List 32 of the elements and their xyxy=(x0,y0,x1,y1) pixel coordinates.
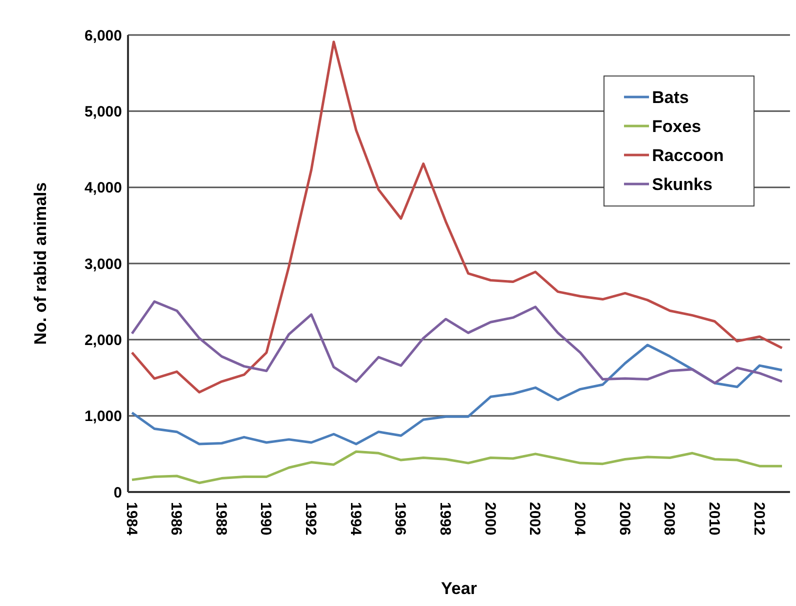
x-tick-label: 1998 xyxy=(436,502,454,536)
y-tick-label: 2,000 xyxy=(84,332,122,349)
y-tick-label: 4,000 xyxy=(84,180,122,197)
legend-label: Skunks xyxy=(652,174,712,194)
x-tick-label: 2006 xyxy=(616,502,633,536)
y-tick-label: 3,000 xyxy=(84,256,122,273)
x-axis-title: Year xyxy=(441,579,478,598)
line-series xyxy=(130,40,784,394)
line-series xyxy=(130,344,784,446)
x-tick-label: 1988 xyxy=(212,502,230,536)
x-tick-label: 1986 xyxy=(168,502,185,536)
line-series xyxy=(130,300,784,384)
x-tick-label: 2000 xyxy=(481,502,498,536)
y-tick-label: 0 xyxy=(114,484,122,502)
y-tick-label: 6,000 xyxy=(84,27,122,44)
x-tick-label: 1994 xyxy=(346,502,364,536)
x-tick-label: 2004 xyxy=(571,502,588,536)
x-tick-label: 2010 xyxy=(706,502,723,536)
legend-label: Raccoon xyxy=(652,146,724,165)
x-tick-label: 2012 xyxy=(750,502,768,536)
x-tick-label: 1984 xyxy=(122,502,140,536)
x-tick-label: 2002 xyxy=(526,502,544,536)
x-tick-label: 2008 xyxy=(660,502,678,536)
x-tick-label: 1996 xyxy=(392,502,409,536)
y-tick-label: 1,000 xyxy=(84,408,122,426)
legend-label: Bats xyxy=(652,88,689,107)
line-series xyxy=(130,450,784,484)
x-tick-label: 1990 xyxy=(257,502,274,536)
y-axis-title: No. of rabid animals xyxy=(31,182,50,345)
legend-label: Foxes xyxy=(652,116,702,136)
y-tick-label: 5,000 xyxy=(84,103,122,120)
x-tick-label: 1992 xyxy=(302,502,320,536)
